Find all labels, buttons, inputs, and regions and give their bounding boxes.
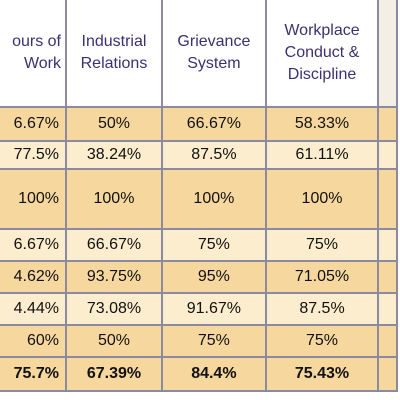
table-row: 6.67% 50% 66.67% 58.33% [0, 106, 398, 142]
table-cell: 91.67% [160, 292, 267, 326]
cropped-cell [377, 168, 398, 230]
table-cell: 73.08% [64, 292, 163, 326]
table-row: 6.67% 66.67% 75% 75% [0, 228, 398, 262]
column-header: Industrial Relations [64, 0, 163, 108]
table-cell: 75.7% [0, 356, 67, 392]
table-cell: 60% [0, 324, 67, 358]
table-cell: 61.11% [264, 140, 380, 170]
table-cell: 75% [160, 228, 267, 262]
table-cell: 6.67% [0, 106, 67, 142]
table-row: 100% 100% 100% 100% [0, 168, 398, 230]
table-cell: 75% [160, 324, 267, 358]
table-cell: 50% [64, 324, 163, 358]
table-row: 75.7% 67.39% 84.4% 75.43% [0, 356, 398, 392]
table-cell: 100% [0, 168, 67, 230]
table-cell: 58.33% [264, 106, 380, 142]
data-table: ours of Work Industrial Relations Grievanc… [0, 0, 398, 392]
column-header: ours of Work [0, 0, 67, 108]
table-cell: 75% [264, 228, 380, 262]
cropped-cell [377, 228, 398, 262]
table-cell: 95% [160, 260, 267, 294]
table-cell: 67.39% [64, 356, 163, 392]
table-cell: 100% [160, 168, 267, 230]
table-cell: 100% [64, 168, 163, 230]
table-cell: 71.05% [264, 260, 380, 294]
table-row: 77.5% 38.24% 87.5% 61.11% [0, 140, 398, 170]
table-cell: 100% [264, 168, 380, 230]
table-cell: 93.75% [64, 260, 163, 294]
table-cell: 84.4% [160, 356, 267, 392]
table-cell: 75.43% [264, 356, 380, 392]
table-row: 60% 50% 75% 75% [0, 324, 398, 358]
table-cell: 66.67% [160, 106, 267, 142]
table-cell: 87.5% [160, 140, 267, 170]
column-header: Workplace Conduct & Discipline [264, 0, 380, 108]
table-cell: 6.67% [0, 228, 67, 262]
cropped-cell [377, 260, 398, 294]
cropped-header [377, 0, 398, 108]
table-cell: 87.5% [264, 292, 380, 326]
cropped-cell [377, 140, 398, 170]
cropped-cell [377, 106, 398, 142]
table-cell: 66.67% [64, 228, 163, 262]
header-row: ours of Work Industrial Relations Grievanc… [0, 0, 398, 108]
cropped-cell [377, 356, 398, 392]
table-cell: 38.24% [64, 140, 163, 170]
table-cell: 75% [264, 324, 380, 358]
table-cell: 4.44% [0, 292, 67, 326]
table-cell: 50% [64, 106, 163, 142]
table-row: 4.62% 93.75% 95% 71.05% [0, 260, 398, 294]
cropped-cell [377, 292, 398, 326]
table-cell: 4.62% [0, 260, 67, 294]
table-cell: 77.5% [0, 140, 67, 170]
table-row: 4.44% 73.08% 91.67% 87.5% [0, 292, 398, 326]
cropped-cell [377, 324, 398, 358]
column-header: Grievance System [160, 0, 267, 108]
